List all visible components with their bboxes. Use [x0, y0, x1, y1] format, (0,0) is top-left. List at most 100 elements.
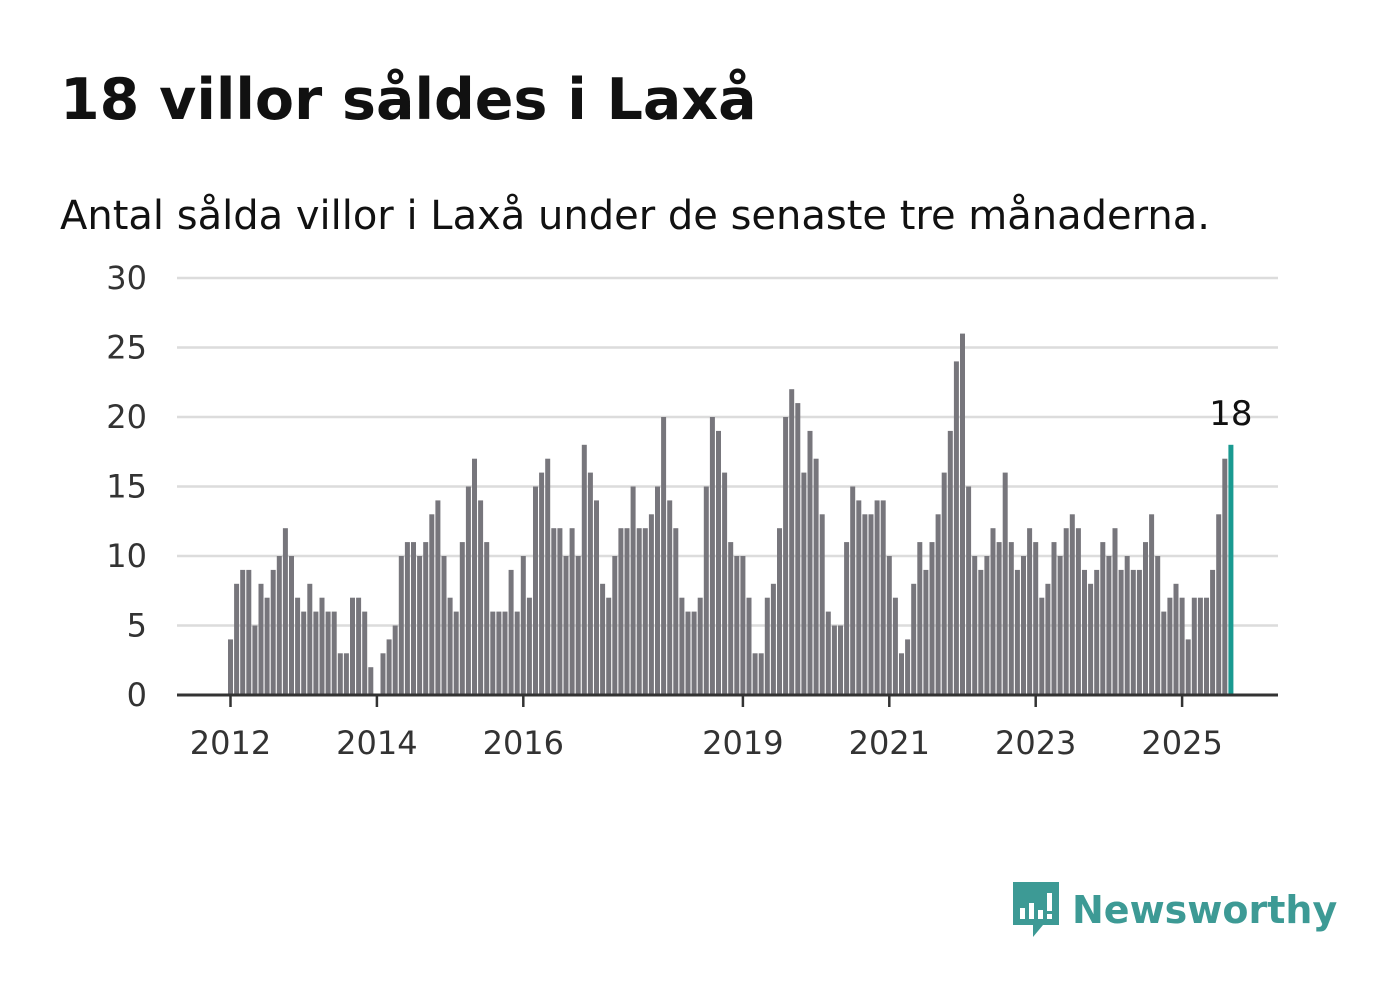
bar	[234, 583, 240, 695]
bar	[484, 542, 490, 695]
bar	[581, 444, 587, 695]
bar	[240, 569, 246, 695]
bar	[996, 542, 1002, 695]
bar	[709, 417, 715, 695]
bar	[960, 333, 965, 695]
bar	[1045, 583, 1051, 695]
bar	[917, 542, 923, 695]
bar	[630, 486, 636, 695]
bar	[325, 611, 331, 695]
bar	[685, 611, 691, 695]
bar	[1222, 458, 1228, 695]
bar	[1124, 556, 1130, 695]
bar	[655, 486, 660, 695]
bar	[935, 514, 941, 695]
bar	[807, 430, 813, 695]
y-tick-label: 5	[127, 607, 147, 645]
x-tick-label: 2021	[849, 724, 930, 762]
bar	[1063, 528, 1069, 695]
y-tick-label: 25	[106, 329, 147, 367]
bar	[1173, 583, 1179, 695]
bar	[514, 611, 520, 695]
bar	[777, 528, 782, 695]
x-tick-label: 2012	[190, 724, 271, 762]
bar	[429, 514, 435, 695]
bar	[1057, 556, 1063, 695]
bar	[801, 472, 807, 695]
bar	[746, 597, 752, 695]
bar	[886, 556, 892, 695]
bar	[1130, 569, 1136, 695]
bars	[228, 333, 1234, 695]
bar	[264, 597, 270, 695]
bar	[282, 528, 288, 695]
bar	[1008, 542, 1014, 695]
bar	[1100, 542, 1106, 695]
bar	[478, 500, 484, 695]
bar	[435, 500, 441, 695]
bar	[941, 472, 947, 695]
bar	[1143, 542, 1148, 695]
bar	[1118, 569, 1124, 695]
bar	[813, 458, 819, 695]
bar	[447, 597, 453, 695]
bar	[642, 528, 648, 695]
bar	[356, 597, 362, 695]
bar	[575, 556, 581, 695]
bar	[472, 458, 477, 695]
bar	[819, 514, 825, 695]
bar	[838, 625, 843, 695]
bar	[1039, 597, 1045, 695]
highlight-bar	[1228, 444, 1234, 695]
bar	[868, 514, 874, 695]
bar	[1094, 569, 1100, 695]
bar	[368, 667, 374, 695]
bar	[789, 389, 795, 695]
bar	[301, 611, 307, 695]
bar	[246, 569, 252, 695]
bar	[258, 583, 264, 695]
bar	[752, 653, 758, 695]
bar	[880, 500, 886, 695]
x-axis-ticks: 2012 2014 2016 2019 2021 2023 2025	[190, 695, 1223, 762]
bar	[551, 528, 557, 695]
x-tick-label: 2025	[1141, 724, 1222, 762]
bar	[1179, 597, 1185, 695]
bar	[947, 430, 953, 695]
bar	[1082, 569, 1087, 695]
bar	[722, 472, 728, 695]
bar	[740, 556, 746, 695]
bar	[392, 625, 398, 695]
x-tick-label: 2023	[995, 724, 1076, 762]
bar	[612, 556, 618, 695]
bar	[764, 597, 770, 695]
bar	[929, 542, 935, 695]
bar	[923, 569, 929, 695]
bar	[648, 514, 654, 695]
x-tick-label: 2014	[336, 724, 417, 762]
bar	[569, 528, 575, 695]
bar	[953, 361, 959, 695]
brand-logo: Newsworthy	[1010, 878, 1337, 942]
bar	[337, 653, 343, 695]
bar	[1191, 597, 1197, 695]
bar	[508, 569, 514, 695]
bar	[667, 500, 673, 695]
bar	[990, 528, 996, 695]
bar	[636, 528, 642, 695]
bar	[966, 486, 972, 695]
bar	[1106, 556, 1112, 695]
bar	[520, 556, 526, 695]
bar	[270, 569, 276, 695]
bar	[459, 542, 465, 695]
bar	[1167, 597, 1173, 695]
chart-title: 18 villor såldes i Laxå	[60, 67, 757, 133]
bar	[716, 430, 721, 695]
bar	[1112, 528, 1118, 695]
bar	[661, 417, 667, 695]
bar	[606, 597, 612, 695]
bar	[673, 528, 679, 695]
bar	[911, 583, 917, 695]
bar	[1088, 583, 1094, 695]
